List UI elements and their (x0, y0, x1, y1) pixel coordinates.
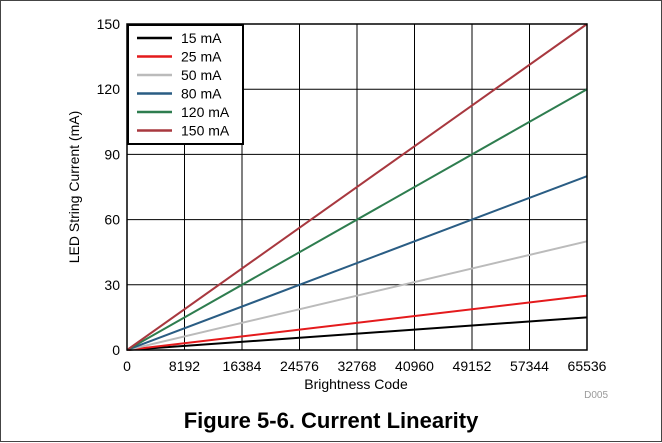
y-axis-label: LED String Current (mA) (66, 111, 82, 263)
y-tick-label: 0 (112, 342, 120, 358)
legend-entry-label: 150 mA (181, 123, 230, 139)
x-tick-label: 65536 (568, 358, 607, 374)
x-tick-label: 24576 (280, 358, 319, 374)
y-tick-label: 120 (97, 81, 121, 97)
x-axis-label: Brightness Code (304, 376, 408, 392)
legend: 15 mA 25 mA 50 mA 80 mA 120 mA 150 mA (127, 24, 244, 145)
y-tick-label: 90 (104, 146, 120, 162)
x-tick-label: 57344 (510, 358, 549, 374)
series-line (126, 316, 588, 351)
figure-id: D005 (584, 390, 608, 401)
series-line (126, 88, 588, 351)
legend-entry-label: 50 mA (181, 67, 222, 83)
y-tick-label: 60 (104, 212, 120, 228)
legend-entry-label: 25 mA (181, 49, 222, 65)
figure-caption: Figure 5-6. Current Linearity (183, 408, 479, 433)
x-tick-label: 0 (123, 358, 131, 374)
series-line (126, 23, 588, 351)
y-tick-label: 150 (97, 16, 121, 32)
legend-entry-label: 120 mA (181, 104, 230, 120)
series-line (126, 175, 588, 351)
x-tick-label: 32768 (338, 358, 377, 374)
x-tick-label: 49152 (453, 358, 492, 374)
series-layer (126, 23, 588, 351)
legend-entry-label: 15 mA (181, 30, 222, 46)
figure-top-rule (0, 0, 662, 1)
x-tick-label: 16384 (223, 358, 262, 374)
plot-frame (126, 23, 588, 351)
x-tick-label: 8192 (169, 358, 200, 374)
y-tick-label: 30 (104, 277, 120, 293)
legend-entry-label: 80 mA (181, 86, 222, 102)
x-tick-label: 40960 (395, 358, 434, 374)
series-line (126, 294, 588, 351)
plot-frame-layer (126, 23, 588, 351)
tick-label-layer: 0 8192 16384 24576 32768 40960 49152 57344 65536… (97, 16, 607, 374)
series-line (126, 240, 588, 351)
legend-box (127, 24, 244, 145)
